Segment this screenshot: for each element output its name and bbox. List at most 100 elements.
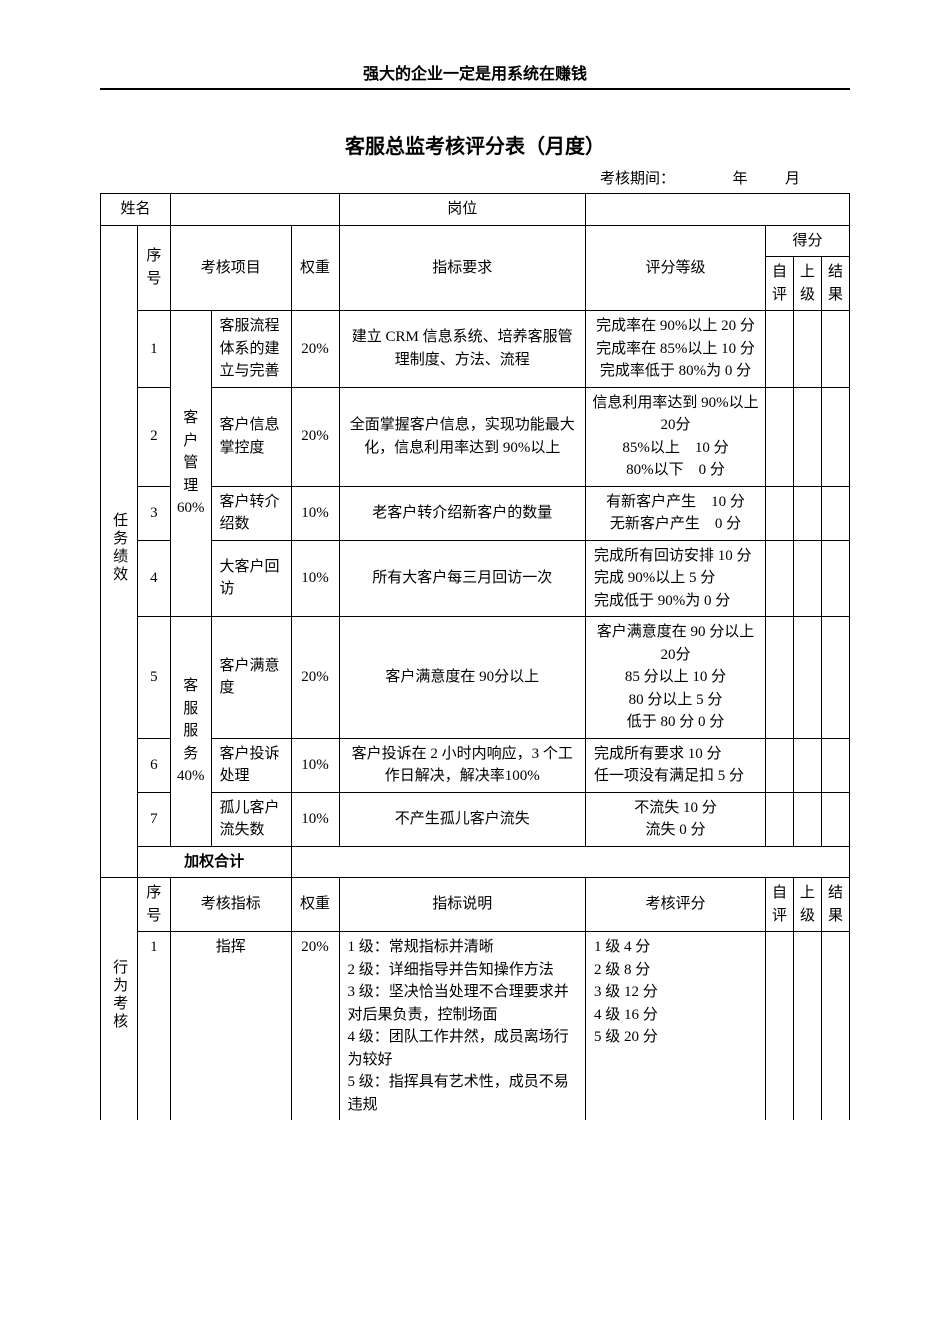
upper-score[interactable] bbox=[793, 792, 821, 846]
self-score[interactable] bbox=[765, 792, 793, 846]
req: 客户投诉在 2 小时内响应，3 个工作日解决，解决率100% bbox=[339, 738, 585, 792]
b-desc: 1 级：常规指标并清晰 2 级：详细指导并告知操作方法 3 级：坚决恰当处理不合… bbox=[339, 932, 585, 1121]
section-task: 任务绩效 bbox=[101, 225, 138, 878]
seq: 6 bbox=[137, 738, 170, 792]
b-col-indicator: 考核指标 bbox=[171, 878, 292, 932]
table-row: 1 客户管理 60% 客服流程体系的建立与完善 20% 建立 CRM 信息系统、… bbox=[101, 311, 850, 388]
col-rating: 评分等级 bbox=[585, 225, 765, 311]
b-upper-score[interactable] bbox=[793, 932, 821, 1121]
seq: 3 bbox=[137, 486, 170, 540]
weight: 10% bbox=[291, 540, 339, 617]
col-result: 结果 bbox=[821, 257, 849, 311]
header-text: 强大的企业一定是用系统在赚钱 bbox=[100, 60, 850, 84]
b-col-weight: 权重 bbox=[291, 878, 339, 932]
item: 客服流程体系的建立与完善 bbox=[211, 311, 291, 388]
rating: 信息利用率达到 90%以上 20分 85%以上 10 分 80%以下 0 分 bbox=[585, 387, 765, 486]
upper-score[interactable] bbox=[793, 540, 821, 617]
subtotal-value[interactable] bbox=[291, 846, 850, 878]
col-score: 得分 bbox=[765, 225, 849, 257]
rating: 有新客户产生 10 分 无新客户产生 0 分 bbox=[585, 486, 765, 540]
upper-score[interactable] bbox=[793, 387, 821, 486]
req: 不产生孤儿客户流失 bbox=[339, 792, 585, 846]
upper-score[interactable] bbox=[793, 617, 821, 739]
result-score[interactable] bbox=[821, 617, 849, 739]
col-weight: 权重 bbox=[291, 225, 339, 311]
behavior-row: 1 指挥 20% 1 级：常规指标并清晰 2 级：详细指导并告知操作方法 3 级… bbox=[101, 932, 850, 1121]
group2: 客 服服务 40% bbox=[171, 617, 212, 847]
group1: 客户管理 60% bbox=[171, 311, 212, 617]
upper-score[interactable] bbox=[793, 486, 821, 540]
behavior-header-row: 行为考核 序号 考核指标 权重 指标说明 考核评分 自评 上级 结果 bbox=[101, 878, 850, 932]
self-score[interactable] bbox=[765, 387, 793, 486]
table-row: 6 客户投诉处理 10% 客户投诉在 2 小时内响应，3 个工作日解决，解决率1… bbox=[101, 738, 850, 792]
info-row: 姓名 岗位 bbox=[101, 194, 850, 226]
col-req: 指标要求 bbox=[339, 225, 585, 311]
name-label: 姓名 bbox=[101, 194, 171, 226]
b-col-result: 结果 bbox=[821, 878, 849, 932]
weight: 20% bbox=[291, 387, 339, 486]
rating: 完成所有回访安排 10 分 完成 90%以上 5 分 完成低于 90%为 0 分 bbox=[585, 540, 765, 617]
req: 客户满意度在 90分以上 bbox=[339, 617, 585, 739]
b-self-score[interactable] bbox=[765, 932, 793, 1121]
table-row: 4 大客户回访 10% 所有大客户每三月回访一次 完成所有回访安排 10 分 完… bbox=[101, 540, 850, 617]
result-score[interactable] bbox=[821, 387, 849, 486]
b-col-seq: 序号 bbox=[137, 878, 170, 932]
period-month: 月 bbox=[785, 171, 800, 187]
upper-score[interactable] bbox=[793, 311, 821, 388]
page-title: 客服总监考核评分表（月度） bbox=[100, 130, 850, 159]
header-underline: 强大的企业一定是用系统在赚钱 bbox=[100, 60, 850, 90]
subtotal-row: 加权合计 bbox=[101, 846, 850, 878]
item: 客户转介绍数 bbox=[211, 486, 291, 540]
period-year: 年 bbox=[732, 171, 747, 187]
period-line: 考核期间： 年 月 bbox=[100, 167, 850, 188]
result-score[interactable] bbox=[821, 540, 849, 617]
table-row: 7 孤儿客户流失数 10% 不产生孤儿客户流失 不流失 10 分 流失 0 分 bbox=[101, 792, 850, 846]
item: 孤儿客户流失数 bbox=[211, 792, 291, 846]
b-seq: 1 bbox=[137, 932, 170, 1121]
req: 老客户转介绍新客户的数量 bbox=[339, 486, 585, 540]
b-indicator: 指挥 bbox=[171, 932, 292, 1121]
self-score[interactable] bbox=[765, 486, 793, 540]
self-score[interactable] bbox=[765, 540, 793, 617]
weight: 10% bbox=[291, 738, 339, 792]
evaluation-table: 姓名 岗位 任务绩效 序号 考核项目 权重 指标要求 评分等级 得分 自评 上级… bbox=[100, 193, 850, 1120]
b-result-score[interactable] bbox=[821, 932, 849, 1121]
upper-score[interactable] bbox=[793, 738, 821, 792]
b-col-rating: 考核评分 bbox=[585, 878, 765, 932]
result-score[interactable] bbox=[821, 738, 849, 792]
weight: 10% bbox=[291, 792, 339, 846]
result-score[interactable] bbox=[821, 792, 849, 846]
seq: 4 bbox=[137, 540, 170, 617]
self-score[interactable] bbox=[765, 617, 793, 739]
self-score[interactable] bbox=[765, 311, 793, 388]
req: 全面掌握客户信息，实现功能最大化，信息利用率达到 90%以上 bbox=[339, 387, 585, 486]
self-score[interactable] bbox=[765, 738, 793, 792]
item: 客户投诉处理 bbox=[211, 738, 291, 792]
item: 大客户回访 bbox=[211, 540, 291, 617]
section-behavior: 行为考核 bbox=[101, 878, 138, 1121]
req: 建立 CRM 信息系统、培养客服管理制度、方法、流程 bbox=[339, 311, 585, 388]
col-item: 考核项目 bbox=[171, 225, 292, 311]
position-value[interactable] bbox=[585, 194, 849, 226]
rating: 完成率在 90%以上 20 分 完成率在 85%以上 10 分 完成率低于 80… bbox=[585, 311, 765, 388]
b-col-self: 自评 bbox=[765, 878, 793, 932]
name-value[interactable] bbox=[171, 194, 340, 226]
col-upper: 上级 bbox=[793, 257, 821, 311]
item: 客户信息掌控度 bbox=[211, 387, 291, 486]
table-row: 3 客户转介绍数 10% 老客户转介绍新客户的数量 有新客户产生 10 分 无新… bbox=[101, 486, 850, 540]
rating: 不流失 10 分 流失 0 分 bbox=[585, 792, 765, 846]
position-label: 岗位 bbox=[339, 194, 585, 226]
b-weight: 20% bbox=[291, 932, 339, 1121]
b-rating: 1 级 4 分 2 级 8 分 3 级 12 分 4 级 16 分 5 级 20… bbox=[585, 932, 765, 1121]
result-score[interactable] bbox=[821, 311, 849, 388]
req: 所有大客户每三月回访一次 bbox=[339, 540, 585, 617]
seq: 7 bbox=[137, 792, 170, 846]
task-header-row: 任务绩效 序号 考核项目 权重 指标要求 评分等级 得分 bbox=[101, 225, 850, 257]
seq: 1 bbox=[137, 311, 170, 388]
table-row: 2 客户信息掌控度 20% 全面掌握客户信息，实现功能最大化，信息利用率达到 9… bbox=[101, 387, 850, 486]
item: 客户满意度 bbox=[211, 617, 291, 739]
weight: 20% bbox=[291, 311, 339, 388]
period-label: 考核期间： bbox=[600, 171, 675, 187]
result-score[interactable] bbox=[821, 486, 849, 540]
seq: 2 bbox=[137, 387, 170, 486]
